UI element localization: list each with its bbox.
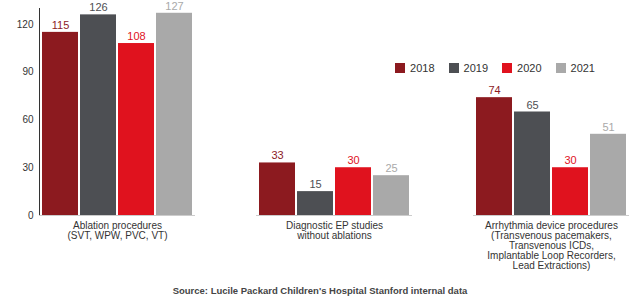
- svg-text:30: 30: [22, 162, 34, 173]
- svg-text:33: 33: [271, 149, 283, 161]
- html-text:2018: 2018: [410, 62, 435, 74]
- svg-text:74: 74: [488, 84, 500, 96]
- svg-text:25: 25: [385, 162, 397, 174]
- svg-text:108: 108: [127, 30, 145, 42]
- svg-text:15: 15: [309, 178, 321, 190]
- svg-text:90: 90: [22, 66, 34, 77]
- html-text:2020: 2020: [517, 62, 542, 74]
- svg-text:30: 30: [347, 154, 359, 166]
- svg-text:126: 126: [89, 1, 107, 13]
- svg-text:120: 120: [17, 19, 34, 30]
- svg-text:51: 51: [602, 121, 614, 133]
- svg-text:65: 65: [526, 99, 538, 111]
- html-text:2019: 2019: [463, 62, 488, 74]
- svg-text:Diagnostic EP studieswithout a: Diagnostic EP studieswithout ablations: [286, 220, 383, 241]
- svg-text:30: 30: [564, 154, 576, 166]
- svg-text:Ablation procedures(SVT, WPW,: Ablation procedures(SVT, WPW, PVC, VT): [67, 220, 167, 241]
- svg-text:60: 60: [22, 114, 34, 125]
- svg-text:127: 127: [165, 0, 183, 12]
- html-text:2021: 2021: [570, 62, 595, 74]
- svg-text:115: 115: [52, 19, 70, 31]
- svg-text:Arrhythmia device procedures(T: Arrhythmia device procedures(Transvenous…: [485, 220, 618, 271]
- html-text:Source: Lucile Packard Childre: Source: Lucile Packard Children's Hospit…: [172, 285, 468, 296]
- svg-text:0: 0: [28, 210, 34, 221]
